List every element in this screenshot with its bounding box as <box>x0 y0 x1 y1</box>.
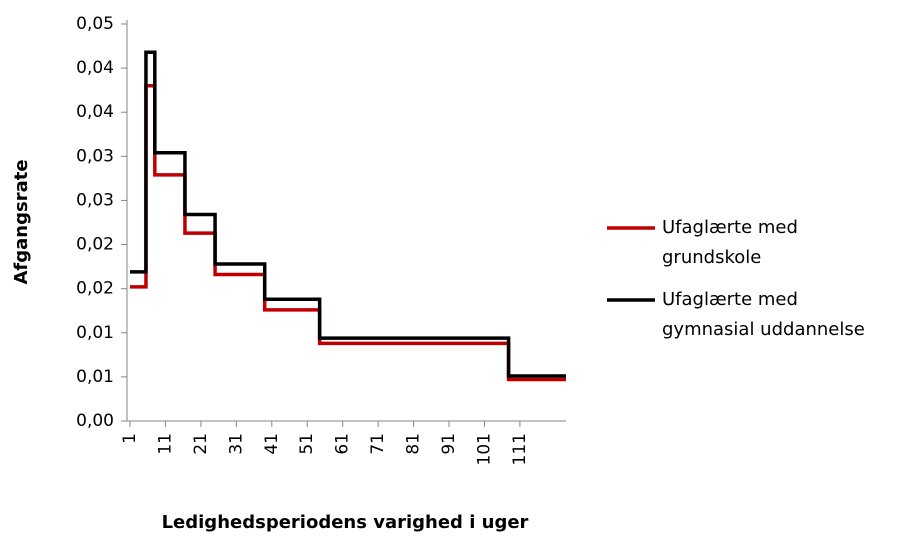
y-tick-label: 0,00 <box>76 411 114 431</box>
series-line <box>130 50 566 378</box>
y-tick-label: 0,01 <box>76 367 114 387</box>
x-tick-label: 111 <box>510 433 530 465</box>
y-tick-label: 0,03 <box>76 146 114 166</box>
series-line <box>130 84 566 382</box>
legend-label: Ufaglærte med grundskole <box>662 217 798 268</box>
x-tick-label: 11 <box>155 433 175 455</box>
x-axis-title: Ledighedsperiodens varighed i uger <box>162 512 529 533</box>
y-tick-label: 0,01 <box>76 323 114 343</box>
y-axis-title: Afgangsrate <box>11 159 32 284</box>
x-tick-label: 51 <box>297 433 317 455</box>
y-tick-label: 0,02 <box>76 235 114 255</box>
x-tick-label: 1 <box>120 433 140 444</box>
y-tick-label: 0,03 <box>76 190 114 210</box>
y-tick-label: 0,02 <box>76 279 114 299</box>
legend-label: Ufaglærte med gymnasial uddannelse <box>662 289 865 340</box>
x-tick-label: 41 <box>262 433 282 455</box>
x-tick-label: 91 <box>439 433 459 455</box>
x-tick-label: 21 <box>191 433 211 455</box>
x-tick-label: 101 <box>474 433 494 465</box>
y-tick-label: 0,04 <box>76 102 114 122</box>
y-tick-label: 0,05 <box>76 14 114 34</box>
x-tick-label: 81 <box>404 433 424 455</box>
x-tick-label: 71 <box>368 433 388 455</box>
y-tick-label: 0,04 <box>76 58 114 78</box>
x-tick-label: 61 <box>333 433 353 455</box>
x-tick-label: 31 <box>226 433 246 455</box>
